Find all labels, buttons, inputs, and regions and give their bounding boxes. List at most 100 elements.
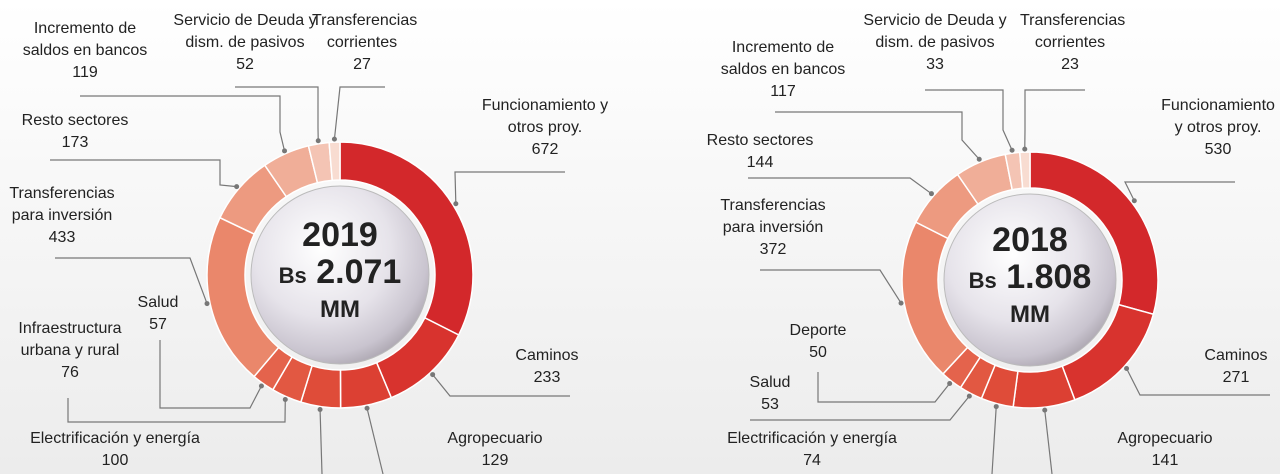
leader-dot <box>947 381 952 386</box>
leader-line <box>1125 182 1235 201</box>
leader-dot <box>430 372 435 377</box>
leader-dot <box>994 404 999 409</box>
category-name: Salud <box>133 292 183 314</box>
segment-label: Deporte50 <box>778 320 858 364</box>
total: 2.071 <box>316 253 401 291</box>
segment-value: 117 <box>713 81 853 103</box>
center-unit: MM <box>260 295 420 325</box>
segment-value: 27 <box>312 54 412 76</box>
category-name: Agropecuario <box>425 428 565 450</box>
segment-value: 57 <box>133 314 183 336</box>
segment-value: 50 <box>778 342 858 364</box>
category-name: Salud <box>740 372 800 394</box>
leader-dot <box>205 301 210 306</box>
center-year: 2019 <box>260 217 420 253</box>
segment-value: 53 <box>740 394 800 416</box>
leader-line <box>1045 410 1052 474</box>
segment-label: Transferencias para inversión372 <box>713 195 833 261</box>
segment-value: 52 <box>170 54 320 76</box>
leader-line <box>334 87 385 139</box>
segment-value: 271 <box>1191 367 1280 389</box>
category-name: Servicio de Deuda y dism. de pasivos <box>860 10 1010 54</box>
segment-value: 433 <box>0 227 127 249</box>
segment-label: Incremento de saldos en bancos117 <box>713 37 853 103</box>
segment-label: Electrificación y energía100 <box>0 428 230 472</box>
leader-dot <box>1132 198 1137 203</box>
segment-label: Resto sectores173 <box>10 110 140 154</box>
category-name: Transferencias corrientes <box>312 10 412 54</box>
leader-line <box>1025 90 1085 149</box>
leader-dot <box>453 201 458 206</box>
segment-value: 33 <box>860 54 1010 76</box>
currency: Bs <box>969 268 997 293</box>
segment-value: 144 <box>700 152 820 174</box>
category-name: Infraestructura urbana y rural <box>10 318 130 362</box>
category-name: Funcionamiento y otros proy. <box>475 95 615 139</box>
leader-dot <box>1042 408 1047 413</box>
leader-line <box>818 372 950 402</box>
category-name: Caminos <box>1191 345 1280 367</box>
category-name: Incremento de saldos en bancos <box>10 18 160 62</box>
segment-label: Servicio de Deuda y dism. de pasivos52 <box>170 10 320 76</box>
category-name: Electrificación y energía <box>0 428 230 450</box>
category-name: Funcionamiento y otros proy. <box>1156 95 1280 139</box>
leader-dot <box>316 138 321 143</box>
leader-dot <box>1010 148 1015 153</box>
leader-line <box>992 407 996 474</box>
segment-value: 672 <box>475 139 615 161</box>
segment-label: Funcionamiento y otros proy.530 <box>1156 95 1280 161</box>
category-name: Resto sectores <box>10 110 140 132</box>
segment-label: Electrificación y energía74 <box>697 428 927 472</box>
leader-dot <box>929 191 934 196</box>
leader-dot <box>234 184 239 189</box>
category-name: Transferencias para inversión <box>0 183 127 227</box>
category-name: Transferencias para inversión <box>713 195 833 239</box>
infographic: Funcionamiento y otros proy.672Caminos23… <box>0 0 1280 474</box>
segment-value: 76 <box>10 362 130 384</box>
category-name: Electrificación y energía <box>697 428 927 450</box>
center-unit: MM <box>950 300 1110 330</box>
leader-dot <box>1022 147 1027 152</box>
category-name: Resto sectores <box>700 130 820 152</box>
leader-line <box>367 408 383 474</box>
leader-line <box>925 90 1012 150</box>
segment-value: 74 <box>697 450 927 472</box>
leader-line <box>320 410 322 474</box>
category-name: Transferencias corrientes <box>1020 10 1120 54</box>
leader-dot <box>365 406 370 411</box>
segment-value: 530 <box>1156 139 1280 161</box>
leader-line <box>455 172 565 204</box>
segment-value: 100 <box>0 450 230 472</box>
leader-dot <box>332 137 337 142</box>
category-name: Incremento de saldos en bancos <box>713 37 853 81</box>
center-year: 2018 <box>950 222 1110 258</box>
segment-label: Funcionamiento y otros proy.672 <box>475 95 615 161</box>
leader-dot <box>259 384 264 389</box>
leader-dot <box>967 394 972 399</box>
category-name: Agropecuario <box>1105 428 1225 450</box>
segment-value: 119 <box>10 62 160 84</box>
leader-dot <box>318 407 323 412</box>
leader-line <box>760 270 901 303</box>
segment-value: 233 <box>497 367 597 389</box>
leader-dot <box>977 157 982 162</box>
leader-line <box>235 87 318 141</box>
leader-dot <box>283 397 288 402</box>
total: 1.808 <box>1006 258 1091 296</box>
leader-dot <box>282 148 287 153</box>
category-name: Deporte <box>778 320 858 342</box>
category-name: Caminos <box>497 345 597 367</box>
